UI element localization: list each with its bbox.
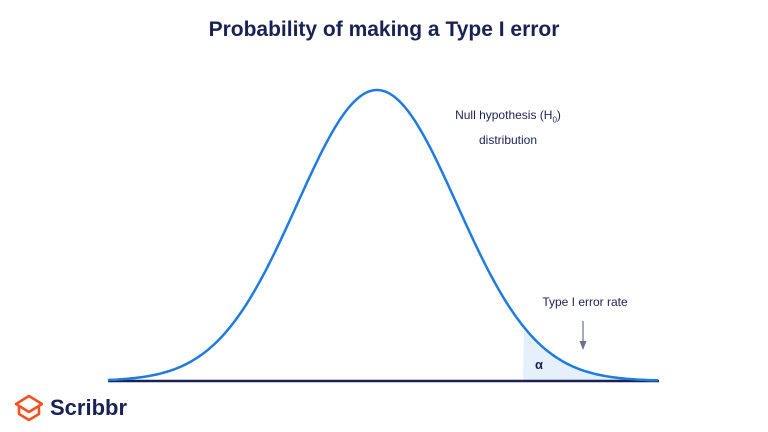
scribbr-logo: Scribbr [14,394,127,422]
graduation-cap-icon [14,394,44,422]
null-distribution-curve [107,88,659,382]
alpha-label: α [535,357,543,372]
null-label-paren: ) [556,108,561,122]
null-label-text: Null hypothesis (H [455,108,553,122]
null-label-line2: distribution [478,133,538,148]
null-label-subscript: 0 [552,115,557,125]
logo-text: Scribbr [50,395,128,420]
type-i-error-label: Type I error rate [542,295,628,309]
alpha-region [523,327,659,381]
diagram-title: Probability of making a Type I error [208,18,560,41]
null-hypothesis-label: Null hypothesis (H0) distribution [448,105,568,150]
arrow-down-icon [579,321,587,350]
